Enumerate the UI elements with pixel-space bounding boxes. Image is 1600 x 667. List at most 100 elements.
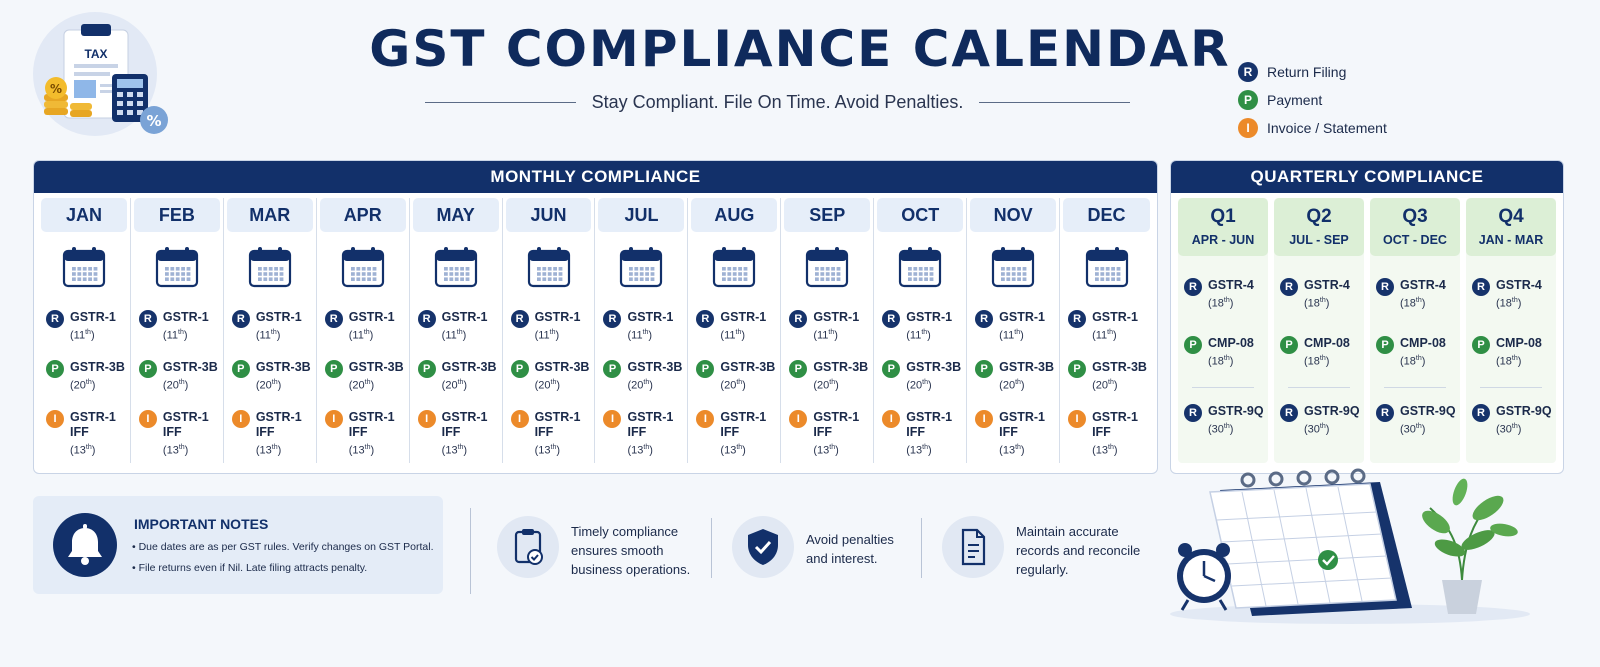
return-badge-icon: R [417,310,436,328]
due-day-suffix: th [1108,444,1114,451]
due-day: 11 [445,329,457,342]
due-day: 13 [1002,444,1016,457]
invoice-badge-icon: I [1068,410,1087,428]
quarterly-compliance-panel: QUARTERLY COMPLIANCE Q1 APR - JUN R GSTR-4 (… [1170,160,1564,474]
quarter-header: Q2 JUL - SEP [1274,198,1364,256]
entry-text: GSTR-3B (20th) [442,360,497,394]
entry-text: GSTR-4 (18th) [1208,278,1254,312]
due-day-suffix: th [178,379,185,386]
return-badge-icon: R [138,310,157,328]
compliance-entry: R GSTR-1 (11th) [1068,310,1151,344]
bell-icon [53,513,117,577]
invoice-badge-icon: I [603,410,622,428]
form-name: GSTR-9Q [1400,404,1456,418]
due-date: (20th) [162,379,189,392]
entry-text: GSTR-9Q (30th) [1400,404,1456,438]
compliance-entry: R GSTR-4 (18th) [1280,278,1362,312]
month-header: JUL [598,198,685,232]
payment-badge-icon: P [324,360,343,378]
due-day-suffix: th [736,444,743,451]
return-badge-icon: R [46,310,64,328]
entry-text: GSTR-1 IFF (13th) [1092,410,1138,459]
compliance-entry: I GSTR-1 IFF (13th) [696,410,778,459]
entry-text: GSTR-1 (11th) [256,310,302,344]
due-day: 18 [1307,355,1320,368]
due-day-suffix: th [1319,297,1326,304]
due-date: (13th) [255,444,282,457]
form-name: GSTR-1 [627,310,674,324]
due-day-suffix: th [1108,379,1114,386]
month-column-jan: JAN R GSTR-1 (11th) P GSTR-3B (20th) I GSTR-1 IFF… [38,198,131,463]
due-day-suffix: th [829,444,836,451]
due-date: (11th) [534,329,560,342]
due-date: (13th) [906,444,932,457]
form-name: GSTR-4 [1208,278,1254,292]
compliance-entry: P GSTR-3B (20th) [138,360,221,394]
due-date: (13th) [162,444,189,457]
entry-text: GSTR-1 (11th) [813,310,859,344]
entry-text: GSTR-3B (20th) [813,360,868,394]
compliance-entry: R GSTR-1 (11th) [417,310,500,344]
due-date: (20th) [255,379,282,392]
due-day: 13 [1095,444,1108,457]
form-name-2: IFF [441,425,461,439]
due-date: (18th) [1304,355,1330,368]
due-day: 20 [1002,379,1016,392]
month-header: OCT [877,198,964,232]
quarter-name: Q2 [1306,206,1332,227]
compliance-entry: R GSTR-1 (11th) [696,310,778,344]
due-day-suffix: th [271,444,278,451]
calendar-icon [61,244,107,290]
payment-badge-icon: P [603,360,622,378]
compliance-entry: P GSTR-3B (20th) [603,360,685,394]
due-date: (18th) [1496,297,1522,310]
due-day-suffix: th [85,379,92,386]
form-name: GSTR-1 [999,310,1045,324]
due-day: 11 [166,329,178,342]
due-date: (20th) [534,379,561,392]
due-day-suffix: th [1223,423,1230,430]
payment-badge-icon: P [789,360,808,378]
form-name: GSTR-9Q [1304,404,1360,418]
entry-text: GSTR-3B (20th) [720,360,775,394]
due-day: 18 [1307,297,1320,310]
due-day: 11 [1002,329,1015,342]
compliance-entry: R GSTR-1 (11th) [603,310,685,344]
form-name: GSTR-1 [255,310,302,324]
month-header: AUG [691,198,778,232]
due-day-suffix: th [550,444,557,451]
due-date: (20th) [999,379,1025,392]
divider-left [425,101,576,103]
entry-text: CMP-08 (18th) [1304,336,1350,370]
months-grid: JAN R GSTR-1 (11th) P GSTR-3B (20th) I GSTR-1 IFF… [38,198,1153,463]
return-badge-icon: R [1376,404,1394,422]
month-column-sep: SEP R GSTR-1 (11th) P GSTR-3B (20th) I GSTR-1 IFF… [781,198,875,463]
compliance-entry: P GSTR-3B (20th) [510,360,593,394]
compliance-entry: I GSTR-1 IFF (13th) [417,410,500,459]
quarter-column-q1: Q1 APR - JUN R GSTR-4 (18th) P CMP-08 (18th) R GS… [1178,198,1268,463]
due-day-suffix: th [1223,297,1230,304]
due-date: (18th) [1208,355,1234,368]
due-day-suffix: th [270,329,277,336]
invoice-badge-icon: I [510,410,529,428]
due-day: 11 [352,329,364,342]
due-day: 20 [352,379,365,392]
entry-text: GSTR-3B (20th) [70,360,125,394]
compliance-entry: P GSTR-3B (20th) [975,360,1057,394]
form-name: GSTR-1 [906,410,953,424]
due-date: (11th) [441,329,467,342]
calendar-icon [433,244,479,290]
entry-text: GSTR-3B (20th) [349,360,404,394]
quarter-header: Q1 APR - JUN [1178,198,1268,256]
form-name-2: IFF [813,425,833,439]
quarter-range: JUL - SEP [1289,233,1349,247]
due-day-suffix: th [828,329,835,336]
month-header: JUN [505,198,592,232]
compliance-entry: I GSTR-1 IFF (13th) [1068,410,1151,459]
due-date: (11th) [348,329,374,342]
legend-label: Invoice / Statement [1267,120,1387,136]
entry-text: GSTR-3B (20th) [999,360,1054,394]
monthly-compliance-panel: MONTHLY COMPLIANCE JAN R GSTR-1 (11th) P GSTR… [33,160,1158,474]
form-name: GSTR-1 [441,310,488,324]
payment-badge-icon: P [882,360,901,378]
